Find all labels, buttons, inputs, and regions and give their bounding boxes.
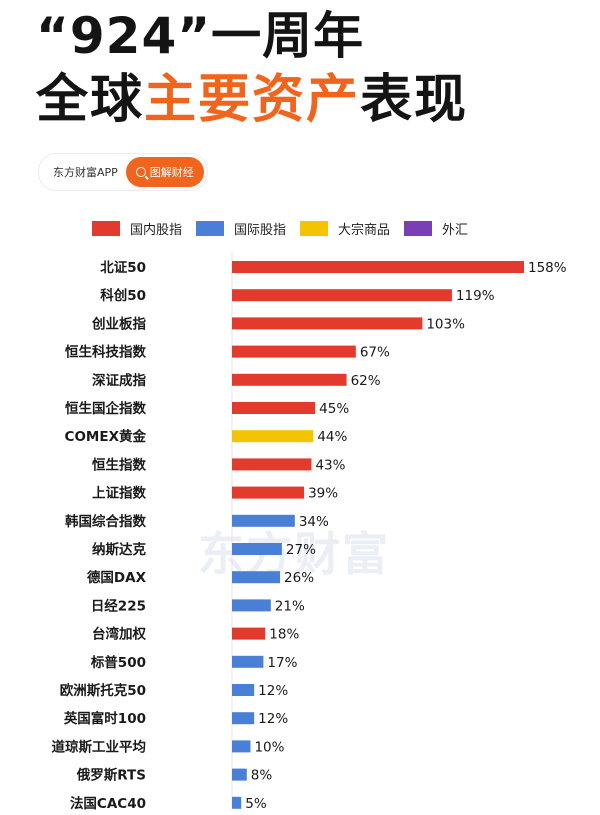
- bar: [232, 317, 423, 330]
- value-label: 39%: [308, 486, 338, 502]
- bar: [232, 543, 282, 555]
- legend-label-commodity: 大宗商品: [338, 222, 391, 238]
- category-label: 创业板指: [91, 315, 146, 332]
- bar: [232, 627, 266, 640]
- legend-swatch-commodity: [300, 220, 329, 236]
- category-label: 恒生国企指数: [65, 400, 146, 417]
- value-label: 26%: [284, 570, 314, 586]
- legend-label-domestic: 国内股指: [130, 222, 183, 238]
- chart-legend: 国内股指 国际股指 大宗商品 外汇: [92, 216, 482, 240]
- legend-item-international: 国际股指: [196, 219, 286, 238]
- bar: [232, 712, 255, 725]
- value-label: 44%: [317, 429, 347, 445]
- value-label: 5%: [245, 796, 267, 812]
- category-label: 深证成指: [92, 372, 146, 389]
- brand-tag-pill: 图解财经: [125, 157, 204, 187]
- value-label: 10%: [254, 739, 284, 755]
- watermark: 东方财富: [198, 527, 390, 581]
- category-label: 韩国综合指数: [65, 513, 146, 530]
- bar: [232, 373, 347, 386]
- category-label: 英国富时100: [63, 710, 146, 727]
- legend-item-domestic: 国内股指: [92, 219, 182, 238]
- value-label: 158%: [528, 260, 567, 276]
- legend-swatch-international: [196, 220, 225, 236]
- legend-item-commodity: 大宗商品: [300, 219, 390, 238]
- category-label: 上证指数: [92, 485, 146, 502]
- bar: [232, 486, 305, 499]
- brand-badge: 东方财富APP 图解财经: [38, 153, 208, 191]
- value-label: 103%: [426, 316, 465, 332]
- value-label: 18%: [269, 627, 299, 643]
- page-title-line-2: 全球主要资产表现: [36, 68, 468, 132]
- bar: [232, 684, 255, 696]
- legend-swatch-domestic: [92, 220, 120, 236]
- value-label: 21%: [275, 598, 305, 614]
- category-label: 台湾加权: [92, 626, 146, 643]
- value-label: 12%: [258, 683, 288, 699]
- category-label: 纳斯达克: [92, 541, 146, 558]
- legend-label-international: 国际股指: [234, 222, 287, 238]
- brand-name: 东方财富APP: [53, 166, 118, 179]
- bar: [232, 796, 242, 809]
- bar: [232, 514, 295, 527]
- page-title-line-1: “924”一周年: [36, 7, 365, 65]
- search-icon: [135, 167, 146, 177]
- brand-tag-label: 图解财经: [149, 166, 194, 179]
- bar: [232, 402, 316, 414]
- category-label: 欧洲斯托克50: [60, 682, 146, 699]
- bar: [232, 458, 312, 471]
- bar: [232, 345, 356, 358]
- value-label: 67%: [360, 345, 390, 361]
- bar: [232, 261, 524, 273]
- legend-item-fx: 外汇: [404, 219, 468, 238]
- value-label: 12%: [258, 711, 288, 727]
- category-label: 恒生科技指数: [65, 344, 146, 361]
- title-word-major-assets: 主要资产: [144, 70, 361, 130]
- category-label: 北证50: [100, 260, 146, 276]
- value-label: 8%: [251, 768, 273, 784]
- category-label: 德国DAX: [87, 569, 147, 586]
- bar: [232, 599, 271, 612]
- bar: [232, 430, 314, 443]
- bar: [232, 740, 251, 753]
- value-label: 119%: [456, 288, 495, 304]
- category-label: 俄罗斯RTS: [76, 767, 146, 784]
- category-label: 日经225: [91, 597, 146, 614]
- category-label: 道琼斯工业平均: [52, 738, 147, 755]
- value-label: 27%: [286, 542, 316, 558]
- bar: [232, 768, 247, 781]
- value-label: 17%: [267, 655, 297, 671]
- value-label: 62%: [351, 373, 381, 389]
- bar: [232, 655, 264, 668]
- category-label: 恒生指数: [92, 456, 146, 473]
- value-label: 43%: [315, 457, 345, 473]
- bar: [232, 571, 281, 584]
- category-label: 科创50: [100, 287, 146, 304]
- bar: [232, 289, 452, 302]
- legend-label-fx: 外汇: [442, 222, 469, 238]
- title-word-global: 全球: [36, 70, 145, 130]
- title-word-performance: 表现: [360, 70, 469, 130]
- legend-swatch-fx: [404, 220, 433, 236]
- category-label: 标普500: [90, 654, 146, 671]
- category-label: 法国CAC40: [70, 795, 146, 812]
- value-label: 45%: [319, 401, 349, 417]
- value-label: 34%: [299, 514, 329, 530]
- category-label: COMEX黄金: [65, 428, 147, 445]
